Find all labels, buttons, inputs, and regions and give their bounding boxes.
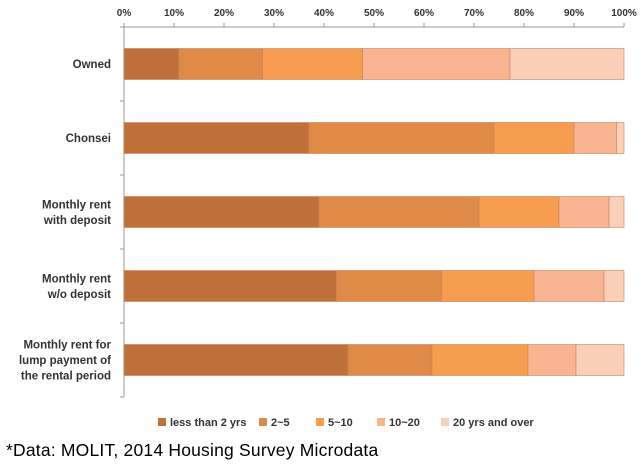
legend-item: less than 2 yrs: [158, 417, 246, 429]
legend-swatch: [316, 418, 324, 426]
legend-label: 10~20: [389, 417, 420, 429]
x-tick-label: 70%: [464, 8, 484, 19]
bar-segment: [533, 270, 605, 302]
x-tick-label: 0%: [117, 8, 132, 19]
bar-segment: [318, 196, 480, 228]
bar-segment: [558, 196, 610, 228]
category-label: Monthly rent w/o deposit: [42, 273, 111, 301]
bar-segment: [431, 344, 529, 376]
legend-label: 20 yrs and over: [453, 417, 534, 429]
category-label: Monthly rent for lump payment of the renta…: [19, 340, 112, 383]
bar-segment: [178, 48, 263, 80]
bar-segment: [441, 270, 535, 302]
bar-segment: [493, 122, 575, 154]
bar-segment: [608, 196, 625, 228]
x-tick-label: 90%: [564, 8, 584, 19]
bar-segment: [362, 48, 511, 80]
legend-label: less than 2 yrs: [170, 417, 246, 429]
stacked-bar-chart: 0% 10% 20% 30% 40% 50% 60% 70% 80% 90% 100% Owned C…: [19, 8, 637, 429]
bar-segment: [123, 196, 320, 228]
bar-segment: [575, 344, 625, 376]
bar-segment: [308, 122, 495, 154]
chart-canvas: 0% 10% 20% 30% 40% 50% 60% 70% 80% 90% 100% Owned C…: [19, 8, 637, 429]
bar-segment: [478, 196, 560, 228]
legend-item: 20 yrs and over: [441, 417, 534, 429]
x-tick-label: 40%: [314, 8, 334, 19]
legend-label: 2~5: [271, 417, 290, 429]
bar-segment: [509, 48, 625, 80]
category-label: Chonsei: [66, 133, 111, 145]
x-tick-label: 20%: [214, 8, 234, 19]
x-tick-label: 80%: [514, 8, 534, 19]
bar-segment: [603, 270, 625, 302]
x-tick-label: 30%: [264, 8, 284, 19]
bar-segment: [616, 122, 625, 154]
legend-swatch: [377, 418, 385, 426]
bar-segment: [123, 344, 349, 376]
category-label: Monthly rent with deposit: [42, 199, 111, 227]
x-tick-label: 100%: [611, 8, 637, 19]
x-tick-label: 60%: [414, 8, 434, 19]
bar-segment: [123, 270, 337, 302]
x-tick-label: 10%: [164, 8, 184, 19]
legend-swatch: [158, 418, 166, 426]
bar-segment: [262, 48, 363, 80]
bar-segment: [527, 344, 577, 376]
bar-segment: [123, 122, 310, 154]
legend-swatch: [259, 418, 267, 426]
legend-item: 2~5: [259, 417, 290, 429]
legend-item: 10~20: [377, 417, 420, 429]
category-label: Owned: [73, 59, 111, 71]
bar-segment: [336, 270, 442, 302]
legend-swatch: [441, 418, 449, 426]
x-tick-label: 50%: [364, 8, 384, 19]
source-footnote: *Data: MOLIT, 2014 Housing Survey Microd…: [6, 440, 379, 460]
legend-label: 5~10: [328, 417, 353, 429]
bar-segment: [573, 122, 617, 154]
bar-segment: [347, 344, 433, 376]
legend-item: 5~10: [316, 417, 353, 429]
bar-segment: [123, 48, 180, 80]
